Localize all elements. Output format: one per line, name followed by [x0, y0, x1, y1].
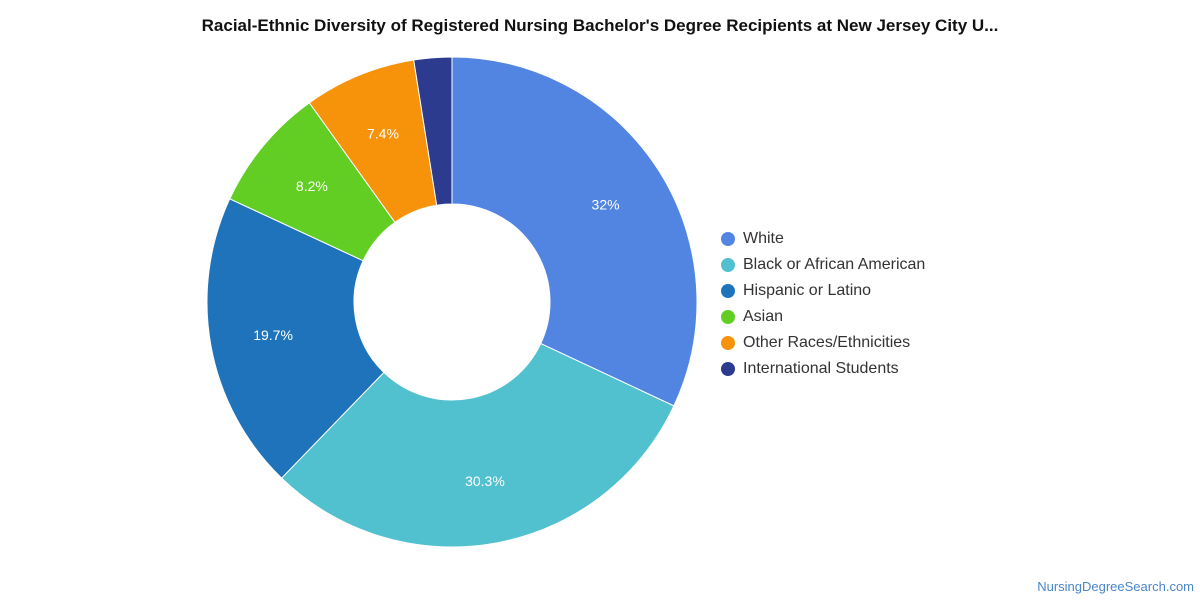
legend-swatch	[721, 284, 735, 298]
legend-item-other-races-ethnicities[interactable]: Other Races/Ethnicities	[721, 330, 925, 356]
legend-item-black-or-african-american[interactable]: Black or African American	[721, 252, 925, 278]
donut-slice-labels: 32% 30.3% 19.7% 8.2% 7.4%	[253, 126, 619, 489]
legend-label: Other Races/Ethnicities	[743, 334, 911, 351]
legend-label: Black or African American	[743, 256, 926, 273]
slice-value-label: 7.4%	[367, 126, 399, 142]
donut-slices	[206, 56, 698, 548]
slice-value-label: 8.2%	[296, 178, 328, 194]
donut-slice-white[interactable]	[451, 56, 698, 407]
legend-swatch	[721, 258, 735, 272]
legend-label: Asian	[743, 308, 784, 325]
source-link[interactable]: NursingDegreeSearch.com	[1037, 579, 1194, 594]
donut-slice-black-or-african-american[interactable]	[280, 342, 675, 548]
legend-label: International Students	[743, 360, 899, 377]
legend-item-international-students[interactable]: International Students	[721, 356, 925, 382]
donut-slice-international-students[interactable]	[413, 56, 453, 206]
slice-value-label: 32%	[592, 196, 620, 212]
legend-swatch	[721, 336, 735, 350]
legend-swatch	[721, 362, 735, 376]
chart-legend: White Black or African American Hispanic o…	[721, 226, 925, 382]
chart-title: Racial-Ethnic Diversity of Registered Nu…	[201, 16, 999, 35]
legend-item-hispanic-or-latino[interactable]: Hispanic or Latino	[721, 278, 925, 304]
legend-label: Hispanic or Latino	[743, 282, 872, 299]
slice-value-label: 19.7%	[253, 327, 293, 343]
slice-value-label: 30.3%	[465, 473, 505, 489]
legend-item-asian[interactable]: Asian	[721, 304, 925, 330]
legend-label: White	[743, 230, 784, 247]
donut-slice-hispanic-or-latino[interactable]	[206, 198, 385, 479]
legend-swatch	[721, 232, 735, 246]
legend-item-white[interactable]: White	[721, 226, 925, 252]
legend-swatch	[721, 310, 735, 324]
